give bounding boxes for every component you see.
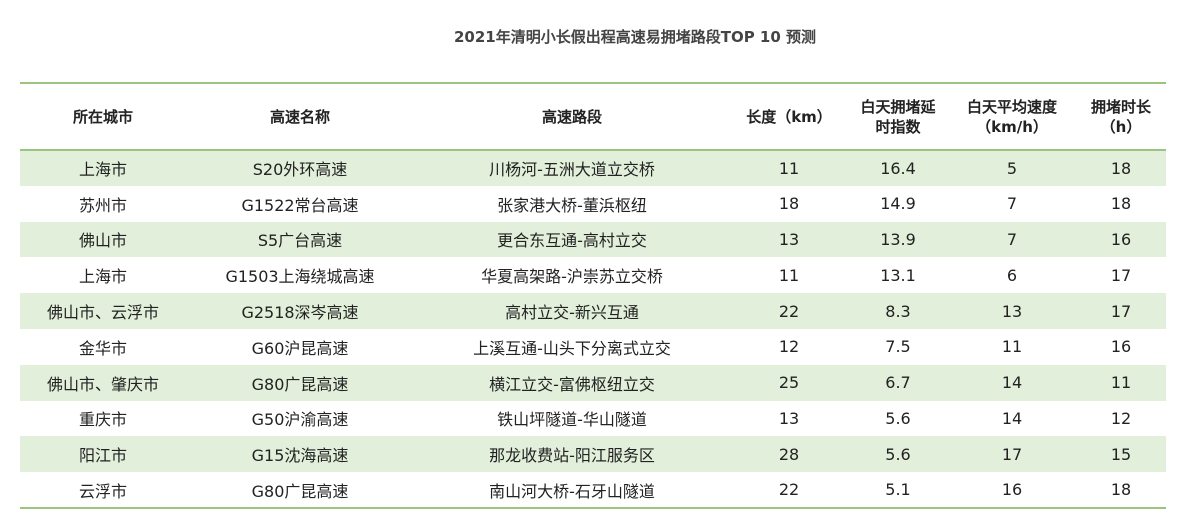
table-cell: G80广昆高速 [251, 481, 349, 501]
table-cell: 25 [778, 373, 800, 393]
table-cell: 22 [778, 301, 800, 321]
table-cell: 14 [1001, 373, 1023, 393]
congestion-table: 所在城市 高速名称 高速路段 长度（km） 白天拥堵延 时指数 白天平均速度 （km/h） 拥堵… [20, 82, 1166, 509]
column-header-line: 白天拥堵延 [860, 97, 936, 116]
table-row: 上海市 S20外环高速 川杨河-五洲大道立交桥 11 16.4 5 18 [20, 150, 1166, 186]
table-cell: 5.6 [885, 408, 911, 428]
table-cell: 佛山市 [78, 231, 127, 251]
table-cell: 上海市 [78, 160, 127, 180]
column-header-line: 所在城市 [72, 107, 133, 126]
table-cell: 22 [778, 480, 800, 500]
table-cell: 11 [778, 265, 800, 285]
table-cell: 7 [1006, 229, 1018, 249]
table-row: 重庆市 G50沪渝高速 铁山坪隧道-华山隧道 13 5.6 14 12 [20, 401, 1166, 437]
table-cell: G60沪昆高速 [251, 338, 349, 358]
table-row: 上海市 G1503上海绕城高速 华夏高架路-沪崇苏立交桥 11 13.1 6 17 [20, 257, 1166, 293]
table-row: 佛山市 S5广台高速 更合东互通-高村立交 13 13.9 7 16 [20, 221, 1166, 258]
column-header: 所在城市 [20, 83, 186, 150]
table-row: 阳江市 G15沈海高速 那龙收费站-阳江服务区 28 5.6 17 15 [20, 436, 1166, 473]
table-cell: 铁山坪隧道-华山隧道 [497, 410, 647, 430]
table-cell: 11 [1110, 373, 1132, 393]
column-header-line: 白天平均速度 [966, 97, 1057, 116]
table-cell: 上溪互通-山头下分离式立交 [473, 338, 671, 358]
table-cell: 16 [1001, 480, 1023, 500]
table-row: 云浮市 G80广昆高速 南山河大桥-石牙山隧道 22 5.1 16 18 [20, 472, 1166, 508]
page-title: 2021年清明小长假出程高速易拥堵路段TOP 10 预测 [453, 28, 817, 46]
table-cell: G50沪渝高速 [251, 410, 349, 430]
column-header: 高速名称 [186, 83, 414, 150]
column-header: 白天平均速度 （km/h） [948, 83, 1076, 150]
table-cell: 8.3 [885, 301, 911, 321]
table-cell: 11 [778, 158, 800, 178]
table-cell: 苏州市 [78, 195, 127, 215]
table-cell: 6 [1006, 265, 1018, 285]
table-cell: 7 [1006, 194, 1018, 214]
table-cell: 17 [1110, 301, 1132, 321]
table-cell: 14 [1001, 408, 1023, 428]
table-header: 所在城市 高速名称 高速路段 长度（km） 白天拥堵延 时指数 白天平均速度 （km/h） 拥堵… [20, 83, 1166, 150]
column-header-label: 拥堵时长（h） [1090, 97, 1151, 136]
table-cell: 更合东互通-高村立交 [497, 231, 647, 251]
column-header: 拥堵时长（h） [1076, 83, 1166, 150]
table-cell: G1522常台高速 [241, 195, 359, 215]
table-cell: 12 [778, 337, 800, 357]
table-cell: 16 [1110, 337, 1132, 357]
table-cell: 那龙收费站-阳江服务区 [489, 446, 655, 466]
column-header: 长度（km） [730, 83, 848, 150]
table-cell: 5.6 [885, 444, 911, 464]
table-cell: 7.5 [885, 337, 911, 357]
table-cell: 云浮市 [78, 481, 127, 501]
table-cell: 川杨河-五洲大道立交桥 [489, 160, 655, 180]
table-cell: 华夏高架路-沪崇苏立交桥 [481, 267, 663, 287]
table-cell: 16 [1110, 229, 1132, 249]
table-cell: 16.4 [880, 158, 916, 178]
table-cell: 17 [1001, 444, 1023, 464]
table-cell: G80广昆高速 [251, 374, 349, 394]
table-row: 金华市 G60沪昆高速 上溪互通-山头下分离式立交 12 7.5 11 16 [20, 329, 1166, 365]
table-cell: 13 [1001, 301, 1023, 321]
table-cell: 18 [778, 194, 800, 214]
table-cell: 上海市 [78, 267, 127, 287]
table-cell: G2518深岑高速 [241, 303, 359, 323]
column-header-line: （km/h） [976, 117, 1048, 136]
table-cell: 6.7 [885, 373, 911, 393]
table-cell: 13 [778, 229, 800, 249]
table-cell: G1503上海绕城高速 [225, 267, 375, 287]
table-cell: 18 [1110, 480, 1132, 500]
table-cell: 5.1 [885, 480, 911, 500]
table-cell: 14.9 [880, 194, 916, 214]
table-cell: G15沈海高速 [251, 446, 349, 466]
table-cell: 佛山市、肇庆市 [46, 374, 159, 394]
table-cell: 5 [1006, 158, 1018, 178]
table-cell: 重庆市 [78, 410, 127, 430]
table-cell: 11 [1001, 337, 1023, 357]
table-cell: 18 [1110, 158, 1132, 178]
table-row: 佛山市、云浮市 G2518深岑高速 高村立交-新兴互通 22 8.3 13 17 [20, 293, 1166, 329]
table-cell: 17 [1110, 265, 1132, 285]
table-cell: 金华市 [78, 338, 127, 358]
table-cell: 15 [1110, 444, 1132, 464]
table-cell: 横江立交-富佛枢纽立交 [489, 374, 655, 394]
table-cell: 南山河大桥-石牙山隧道 [489, 481, 655, 501]
column-header: 高速路段 [414, 83, 730, 150]
column-header: 白天拥堵延 时指数 [848, 83, 948, 150]
table-row: 苏州市 G1522常台高速 张家港大桥-董浜枢纽 18 14.9 7 18 [20, 186, 1166, 222]
column-header-line: 长度（km） [746, 107, 832, 126]
table-row: 佛山市、肇庆市 G80广昆高速 横江立交-富佛枢纽立交 25 6.7 14 11 [20, 364, 1166, 401]
column-header-line: 时指数 [875, 117, 921, 136]
table-cell: 12 [1110, 408, 1132, 428]
table-cell: 佛山市、云浮市 [46, 303, 159, 323]
table-cell: S20外环高速 [252, 160, 348, 180]
table-cell: 13 [778, 408, 800, 428]
table-cell: 18 [1110, 194, 1132, 214]
table-cell: 13.1 [880, 265, 916, 285]
table-cell: 13.9 [880, 229, 916, 249]
table-cell: S5广台高速 [257, 231, 343, 251]
column-header-line: 高速名称 [269, 107, 330, 126]
column-header-line: 高速路段 [541, 107, 602, 126]
table-cell: 张家港大桥-董浜枢纽 [497, 195, 647, 215]
table-cell: 高村立交-新兴互通 [505, 303, 639, 323]
table-cell: 阳江市 [78, 446, 127, 466]
table-cell: 28 [778, 444, 800, 464]
